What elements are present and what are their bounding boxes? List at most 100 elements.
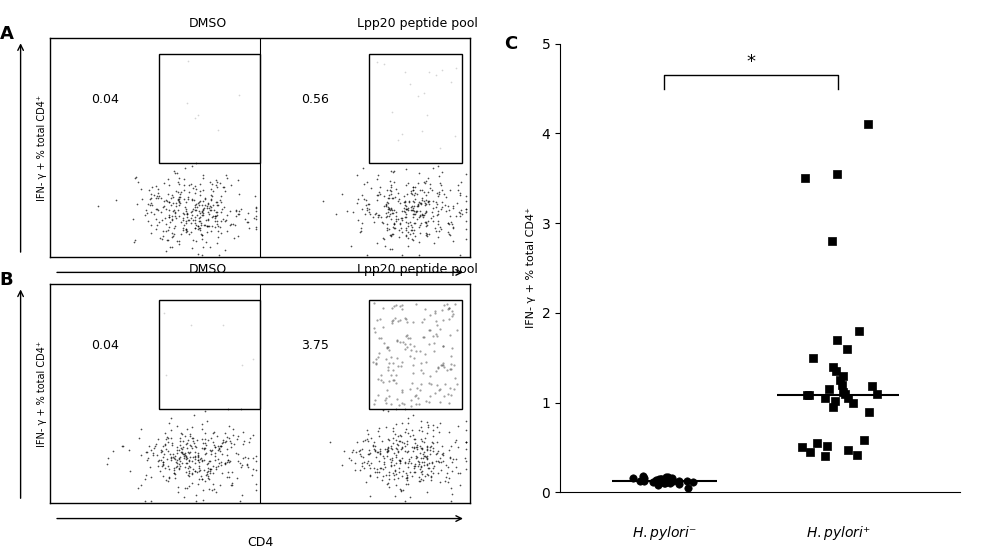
Point — [380, 194, 396, 202]
Point — [209, 216, 225, 225]
Point — [440, 390, 456, 399]
Point — [430, 192, 446, 201]
Point — [350, 195, 366, 203]
Point — [378, 212, 394, 221]
Point — [458, 438, 474, 447]
Point — [204, 486, 220, 494]
Point — [194, 211, 210, 219]
Point — [190, 453, 206, 462]
Point — [421, 326, 437, 335]
Point — [405, 229, 421, 237]
Point — [403, 452, 419, 461]
Point — [172, 199, 188, 207]
Text: *: * — [747, 53, 756, 71]
Point — [440, 478, 456, 486]
Point — [137, 211, 153, 219]
Point — [205, 479, 221, 488]
Point — [156, 308, 172, 317]
Point — [163, 194, 179, 202]
Point — [413, 199, 429, 208]
Point — [433, 457, 449, 466]
Point — [386, 178, 402, 187]
Point — [220, 456, 236, 464]
Point — [382, 455, 398, 463]
Point — [184, 470, 200, 479]
Point — [392, 218, 408, 227]
Point — [195, 496, 211, 504]
Point — [377, 445, 393, 453]
Point — [138, 206, 154, 214]
Point — [391, 195, 407, 203]
Point — [202, 178, 218, 187]
Point — [370, 353, 386, 362]
Point — [194, 251, 210, 259]
Point — [148, 214, 164, 223]
Point — [425, 421, 441, 429]
Point — [656, 477, 672, 486]
Point — [187, 224, 203, 232]
Point — [383, 189, 399, 198]
Point — [458, 191, 474, 200]
Point — [188, 236, 204, 245]
Point — [161, 474, 177, 482]
Point — [361, 460, 377, 469]
Point — [168, 214, 184, 223]
Point — [152, 467, 168, 476]
Point — [183, 218, 199, 227]
Point — [150, 189, 166, 197]
Point — [164, 439, 180, 448]
Point — [169, 458, 185, 467]
Point — [458, 205, 474, 213]
Point — [413, 453, 429, 462]
Point — [418, 200, 434, 208]
Point — [179, 439, 195, 447]
Point — [671, 480, 687, 488]
Point — [143, 229, 159, 237]
Point — [181, 181, 197, 190]
Point — [355, 164, 371, 173]
Point — [383, 214, 399, 223]
Point — [158, 435, 174, 444]
Point — [169, 455, 185, 464]
Point — [368, 354, 384, 363]
Point — [143, 445, 159, 454]
Point — [402, 385, 418, 393]
Point — [443, 484, 459, 493]
Point — [395, 486, 411, 494]
Point — [388, 469, 404, 478]
Point — [209, 177, 225, 186]
Point — [171, 174, 187, 183]
Point — [645, 478, 661, 487]
Point — [248, 486, 264, 494]
Point — [158, 445, 174, 453]
Point — [127, 236, 143, 245]
Point — [403, 458, 419, 467]
Point — [217, 216, 233, 225]
Point — [398, 315, 414, 324]
Point — [199, 228, 215, 237]
Point — [444, 311, 460, 320]
Point — [221, 434, 237, 443]
Point — [434, 441, 450, 450]
Point — [184, 162, 200, 171]
Point — [367, 210, 383, 219]
Point — [167, 469, 183, 478]
Text: 0.56: 0.56 — [301, 93, 329, 106]
Point — [406, 190, 422, 199]
Point — [178, 224, 194, 233]
Point — [169, 422, 185, 430]
Point — [163, 456, 179, 464]
Point — [166, 167, 182, 176]
Point — [398, 205, 414, 213]
Point — [195, 197, 211, 206]
Point — [203, 450, 219, 458]
Point — [130, 177, 146, 186]
Point — [397, 497, 413, 505]
Point — [413, 416, 429, 425]
Point — [176, 454, 192, 463]
Point — [449, 326, 465, 335]
Point — [398, 468, 414, 477]
Point — [228, 212, 244, 220]
Point — [414, 437, 430, 446]
Point — [370, 426, 386, 435]
